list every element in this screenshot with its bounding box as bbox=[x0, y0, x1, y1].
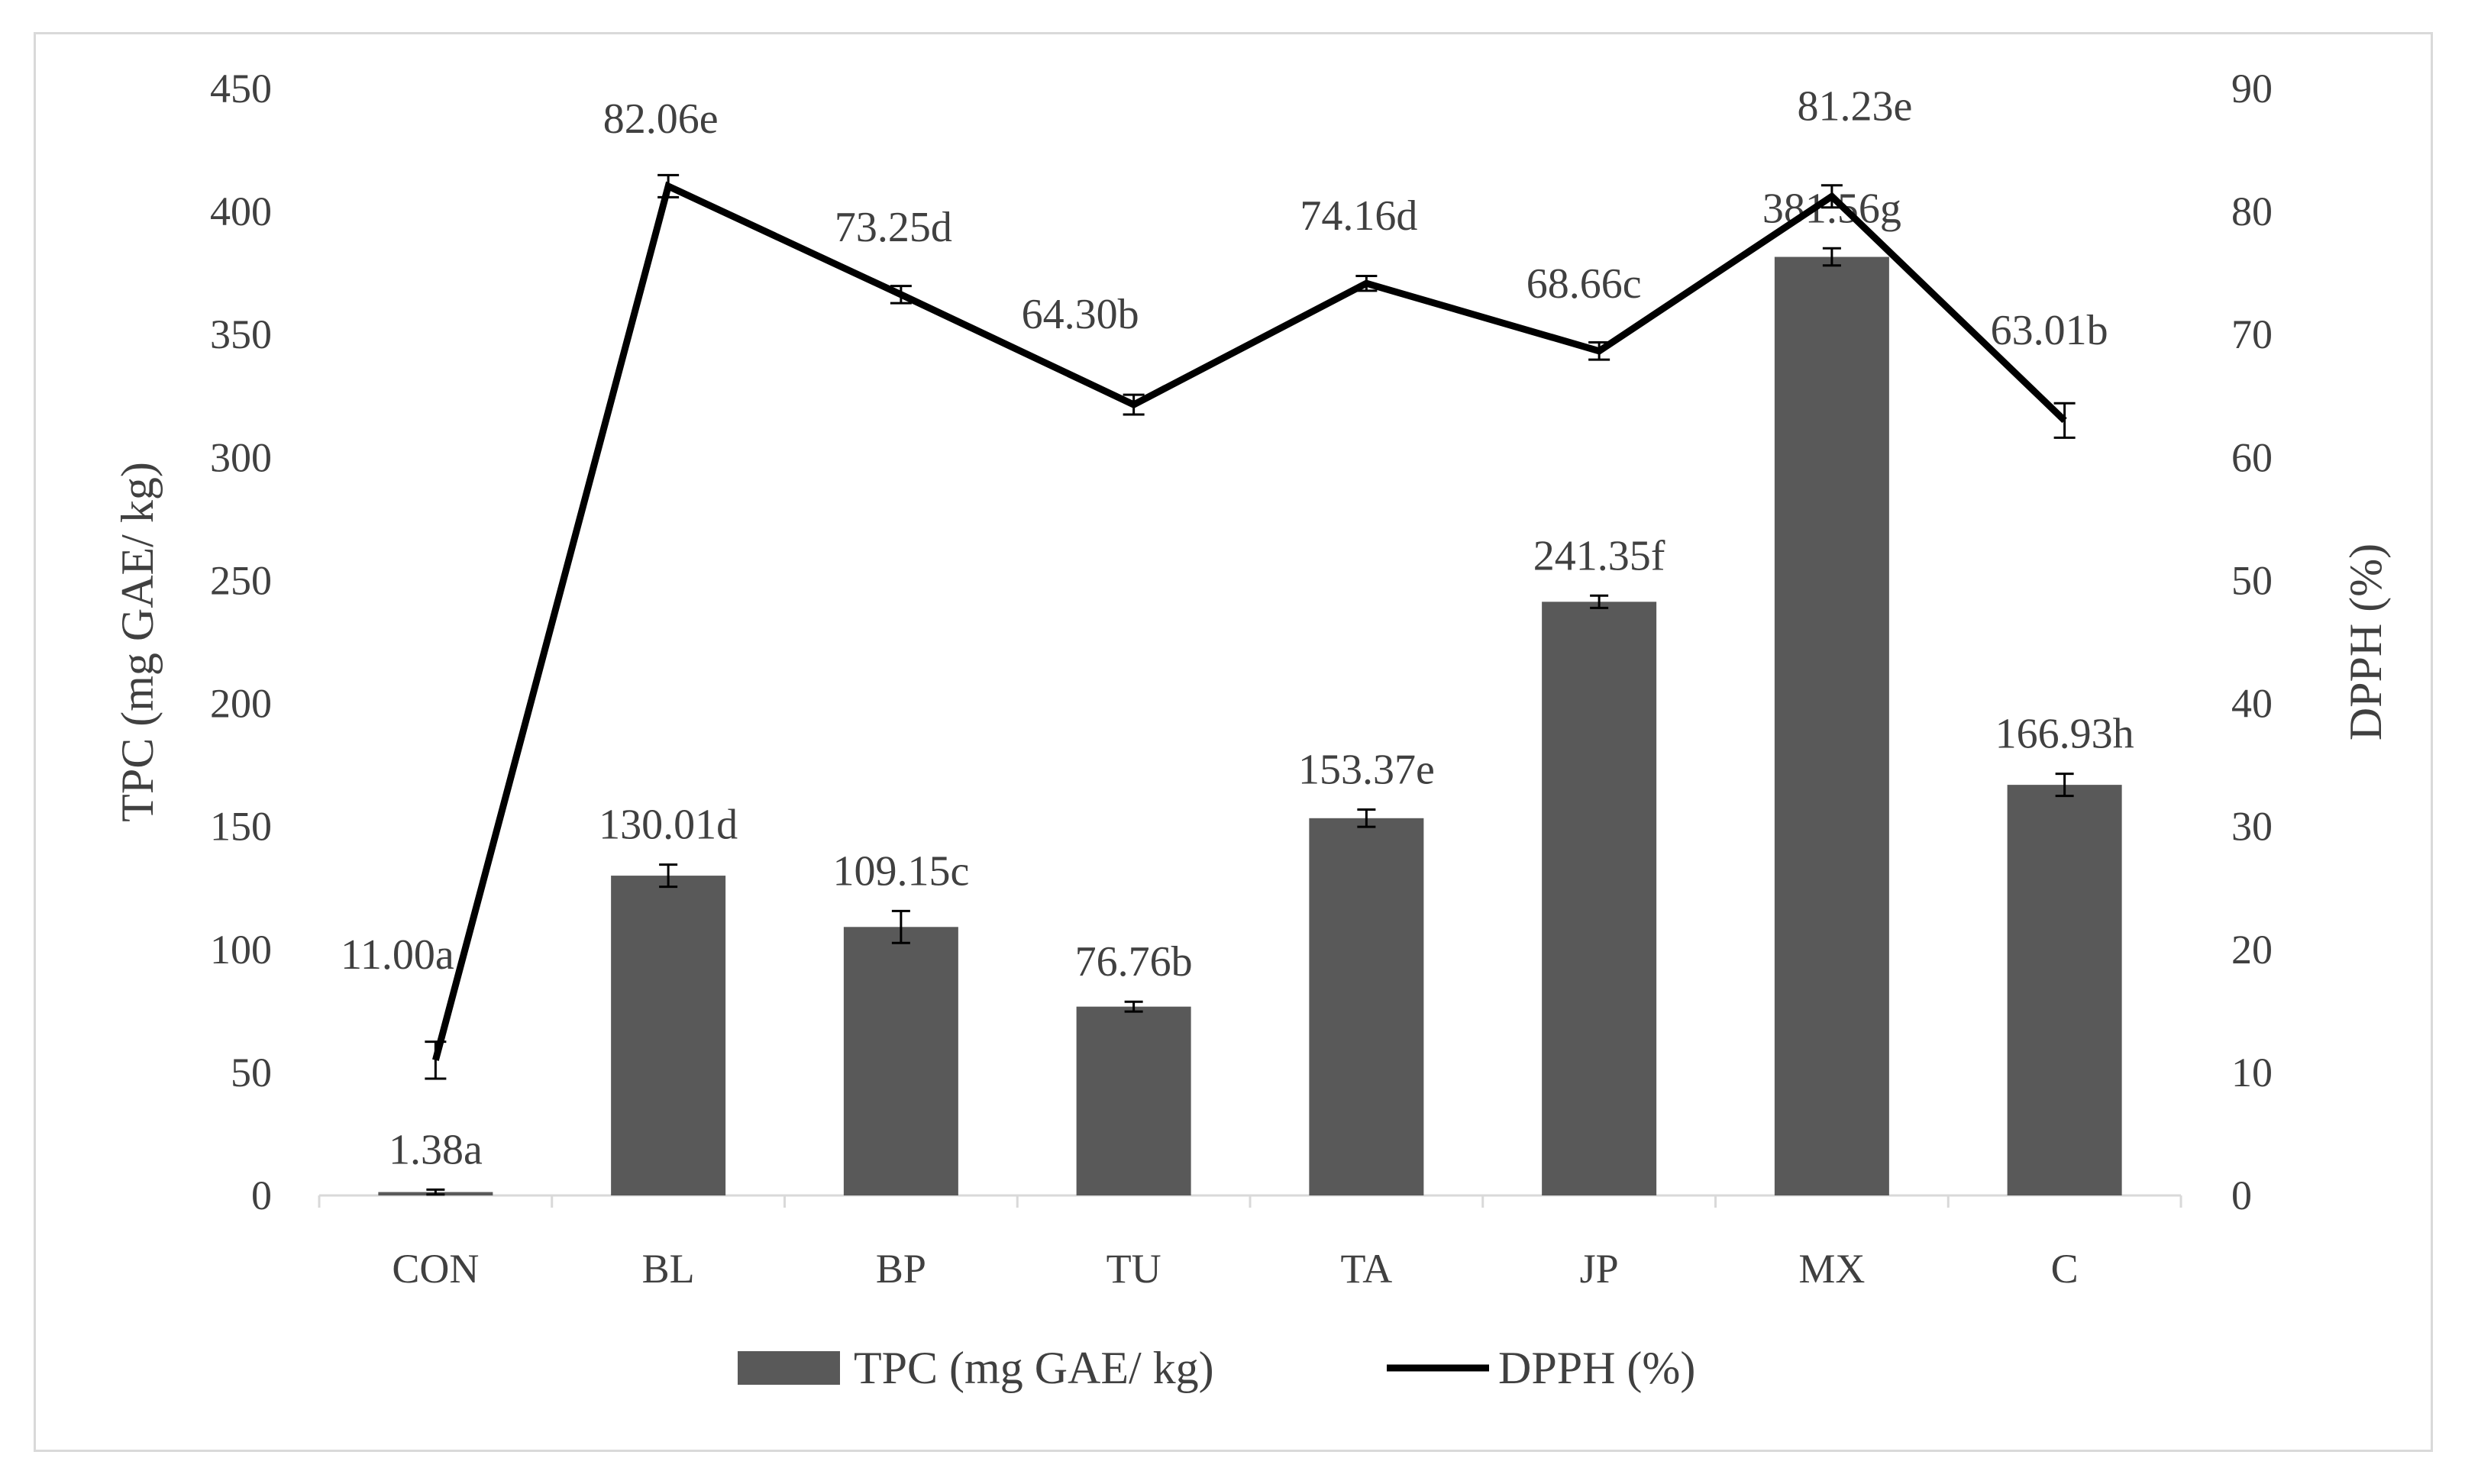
y-right-tick-label: 10 bbox=[2231, 1050, 2273, 1095]
y-right-tick-label: 90 bbox=[2231, 66, 2273, 111]
dpph-data-label: 73.25d bbox=[835, 204, 952, 251]
y-left-tick-label: 100 bbox=[210, 927, 272, 973]
tpc-bar bbox=[1076, 1006, 1191, 1195]
y-left-tick-label: 0 bbox=[251, 1173, 272, 1218]
tpc-data-label: 166.93h bbox=[1995, 711, 2134, 758]
x-category-label: JP bbox=[1580, 1246, 1619, 1292]
y-left-tick-label: 50 bbox=[231, 1050, 272, 1095]
y-right-tick-label: 0 bbox=[2231, 1173, 2252, 1218]
tpc-data-label: 130.01d bbox=[599, 802, 738, 849]
dpph-data-label: 74.16d bbox=[1300, 192, 1417, 240]
tpc-bar bbox=[1774, 256, 1889, 1195]
x-category-label: MX bbox=[1798, 1246, 1865, 1292]
tpc-data-label: 153.37e bbox=[1298, 747, 1435, 794]
y-left-tick-label: 150 bbox=[210, 804, 272, 850]
y-right-tick-label: 20 bbox=[2231, 927, 2273, 973]
dpph-data-label: 63.01b bbox=[1991, 307, 2108, 354]
tpc-bar bbox=[843, 927, 958, 1195]
y-left-axis-title: TPC (mg GAE/ kg) bbox=[112, 462, 163, 822]
dpph-data-label: 81.23e bbox=[1797, 82, 1912, 130]
y-left-tick-label: 200 bbox=[210, 681, 272, 727]
y-left-tick-label: 450 bbox=[210, 66, 272, 111]
y-right-tick-label: 50 bbox=[2231, 557, 2273, 603]
tpc-data-label: 1.38a bbox=[389, 1126, 483, 1173]
x-category-label: CON bbox=[392, 1246, 479, 1292]
legend-line-label: DPPH (%) bbox=[1498, 1343, 1695, 1393]
y-right-tick-label: 80 bbox=[2231, 189, 2273, 234]
tpc-bar bbox=[1309, 818, 1424, 1195]
legend-bar-label: TPC (mg GAE/ kg) bbox=[854, 1343, 1214, 1393]
y-left-tick-label: 300 bbox=[210, 434, 272, 480]
y-right-tick-label: 70 bbox=[2231, 311, 2273, 357]
x-category-label: C bbox=[2051, 1246, 2079, 1292]
x-category-label: BL bbox=[642, 1246, 695, 1292]
tpc-bar bbox=[611, 876, 726, 1195]
y-right-tick-label: 30 bbox=[2231, 804, 2273, 850]
dpph-data-label: 11.00a bbox=[341, 931, 454, 979]
dpph-data-label: 68.66c bbox=[1526, 260, 1642, 308]
y-left-tick-label: 250 bbox=[210, 557, 272, 603]
legend-bar-swatch bbox=[738, 1351, 840, 1385]
dpph-data-label: 82.06e bbox=[603, 95, 719, 143]
tpc-bar bbox=[1542, 602, 1657, 1195]
dpph-data-label: 64.30b bbox=[1022, 291, 1139, 338]
x-category-label: TA bbox=[1341, 1246, 1393, 1292]
y-left-tick-label: 400 bbox=[210, 189, 272, 234]
tpc-data-label: 241.35f bbox=[1533, 532, 1665, 579]
y-right-axis-title: DPPH (%) bbox=[2341, 544, 2391, 740]
tpc-bar bbox=[2007, 785, 2122, 1195]
x-category-label: BP bbox=[876, 1246, 926, 1292]
x-category-label: TU bbox=[1107, 1246, 1161, 1292]
y-right-tick-label: 40 bbox=[2231, 681, 2273, 727]
chart-frame bbox=[34, 32, 2433, 1452]
tpc-data-label: 109.15c bbox=[832, 847, 969, 895]
y-left-tick-label: 350 bbox=[210, 311, 272, 357]
y-right-tick-label: 60 bbox=[2231, 434, 2273, 480]
tpc-data-label: 76.76b bbox=[1075, 938, 1193, 986]
dpph-line bbox=[432, 181, 2067, 1061]
